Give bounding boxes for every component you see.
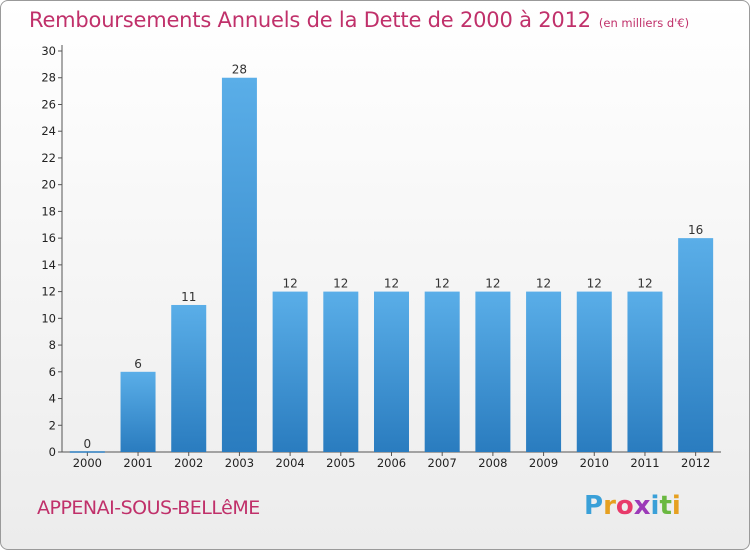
- bar-2008: [475, 291, 511, 452]
- title-row: Remboursements Annuels de la Dette de 20…: [29, 8, 689, 32]
- logo-letter: i: [650, 491, 660, 521]
- data-label-2002: 11: [181, 290, 196, 304]
- bars: [69, 77, 714, 453]
- data-label-2011: 12: [637, 277, 652, 291]
- bar-2011: [627, 291, 663, 452]
- y-tick-label: 22: [41, 151, 56, 165]
- data-label-2000: 0: [84, 437, 92, 451]
- data-label-2005: 12: [333, 277, 348, 291]
- data-label-2009: 12: [536, 277, 551, 291]
- data-label-2008: 12: [485, 277, 500, 291]
- proxiti-logo: Proxiti: [584, 491, 681, 521]
- labels: 0 6 11 28 12 12 12 12 12 12 12 12 16: [84, 63, 704, 451]
- data-label-2001: 6: [134, 357, 142, 371]
- y-tick-label: 14: [41, 258, 56, 272]
- y-tick-label: 10: [41, 311, 56, 325]
- y-tick-label: 30: [41, 44, 56, 58]
- x-tick-label: 2005: [326, 456, 355, 470]
- logo-letter: i: [671, 491, 681, 521]
- x-tick-label: 2003: [225, 456, 254, 470]
- logo-letter: x: [633, 491, 651, 521]
- x-tick-label: 2006: [377, 456, 406, 470]
- bar-2012: [678, 238, 714, 452]
- commune-name: APPENAI-SOUS-BELLêME: [37, 497, 260, 519]
- x-tick-label: 2007: [428, 456, 457, 470]
- bar-2007: [424, 291, 460, 452]
- bar-2002: [171, 304, 207, 452]
- y-tick-label: 28: [41, 71, 56, 85]
- chart-subtitle: (en milliers d'€): [598, 16, 690, 30]
- data-label-2004: 12: [282, 277, 297, 291]
- y-tick-label: 0: [49, 445, 56, 459]
- x-tick-label: 2004: [275, 456, 304, 470]
- y-tick-label: 16: [41, 231, 56, 245]
- y-tick-label: 26: [41, 97, 56, 111]
- bar-2001: [120, 371, 156, 452]
- y-tick-label: 12: [41, 285, 56, 299]
- x-tick-label: 2008: [478, 456, 507, 470]
- chart-title: Remboursements Annuels de la Dette de 20…: [29, 8, 591, 32]
- y-tick-label: 6: [49, 365, 56, 379]
- x-tick-label: 2011: [630, 456, 659, 470]
- data-label-2007: 12: [435, 277, 450, 291]
- y-tick-label: 18: [41, 204, 56, 218]
- data-label-2010: 12: [587, 277, 602, 291]
- x-tick-label: 2000: [73, 456, 102, 470]
- bar-2006: [374, 291, 409, 452]
- logo-letter: r: [603, 491, 616, 521]
- x-tick-label: 2001: [123, 456, 152, 470]
- bar-2003: [221, 77, 257, 452]
- x-tick-label: 2012: [681, 456, 710, 470]
- data-label-2003: 28: [232, 63, 247, 77]
- logo-letter: o: [615, 491, 634, 521]
- x-tick-label: 2010: [580, 456, 609, 470]
- y-tick-label: 4: [49, 392, 56, 406]
- logo-letter: t: [659, 491, 672, 521]
- x-tick-label: 2009: [529, 456, 558, 470]
- y-tick-label: 2: [49, 418, 56, 432]
- bar-2010: [576, 291, 612, 452]
- data-label-2012: 16: [688, 223, 703, 237]
- bar-2009: [526, 291, 562, 452]
- data-label-2006: 12: [384, 277, 399, 291]
- logo-letter: P: [584, 491, 604, 521]
- y-tick-label: 20: [41, 178, 56, 192]
- x-tick-label: 2002: [174, 456, 203, 470]
- bar-2004: [272, 291, 308, 452]
- y-tick-label: 24: [41, 124, 56, 138]
- y-tick-label: 8: [49, 338, 56, 352]
- bar-2005: [323, 291, 359, 452]
